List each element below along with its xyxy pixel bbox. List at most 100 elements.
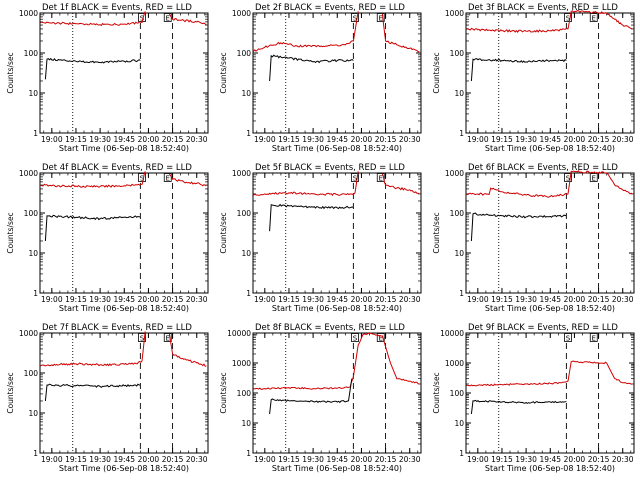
x-tick-label: 20:30	[612, 135, 634, 144]
y-tick-label: 1000	[232, 9, 251, 18]
x-tick-label: 19:30	[89, 295, 111, 304]
segment-box-e	[163, 173, 172, 182]
detector-panel-1: Det 1f BLACK = Events, RED = LLD 1 10 100 10…	[6, 3, 209, 153]
x-axis-label: Start Time (06-Sep-08 18:52:40)	[485, 464, 615, 473]
events-series-line	[470, 399, 567, 415]
detector-panel-7: Det 7f BLACK = Events, RED = LLD 1 10 100 10…	[6, 323, 209, 473]
segment-box-e	[376, 173, 385, 182]
plot-frame	[39, 172, 209, 294]
x-tick-label: 19:00	[467, 135, 489, 144]
y-tick-label: 10	[454, 419, 464, 428]
x-tick-label: 19:15	[491, 455, 513, 464]
x-tick-label: 20:00	[564, 295, 586, 304]
x-axis-label: Start Time (06-Sep-08 18:52:40)	[59, 464, 189, 473]
x-tick-label: 20:15	[162, 455, 184, 464]
y-tick-label: 100	[237, 49, 252, 58]
events-series-line	[269, 203, 354, 232]
events-series-line	[44, 57, 141, 80]
x-tick-label: 20:00	[138, 135, 160, 144]
segment-box-s	[564, 173, 572, 182]
x-tick-label: 20:30	[612, 295, 634, 304]
y-tick-label: 10	[241, 249, 251, 258]
x-tick-label: 19:15	[65, 455, 87, 464]
y-tick-label: 10	[28, 249, 38, 258]
x-axis-label: Start Time (06-Sep-08 18:52:40)	[272, 144, 402, 153]
events-series-line	[44, 214, 141, 242]
y-tick-label: 1	[246, 129, 251, 138]
x-tick-label: 20:00	[351, 135, 373, 144]
x-tick-label: 19:30	[89, 455, 111, 464]
y-tick-label: 10000	[440, 329, 464, 338]
segment-marker-label: E	[592, 335, 596, 343]
x-tick-label: 19:00	[41, 135, 63, 144]
segment-box-e	[589, 13, 598, 22]
y-tick-label: 1	[246, 289, 251, 298]
plot-frame	[39, 332, 209, 454]
panel-title: Det 4f BLACK = Events, RED = LLD	[42, 163, 192, 173]
segment-box-s	[564, 13, 572, 22]
x-axis-label: Start Time (06-Sep-08 18:52:40)	[485, 144, 615, 153]
segment-marker-label: S	[566, 15, 571, 23]
y-tick-label: 1	[33, 289, 38, 298]
detector-panel-5: Det 5f BLACK = Events, RED = LLD 1 10 100 10…	[219, 163, 422, 313]
x-tick-label: 19:45	[326, 455, 348, 464]
y-tick-label: 1	[33, 449, 38, 458]
x-tick-label: 19:00	[254, 135, 276, 144]
segment-marker-label: S	[353, 15, 358, 23]
y-tick-label: 100	[237, 389, 252, 398]
x-tick-label: 19:30	[302, 455, 324, 464]
plot-frame	[39, 12, 209, 134]
events-series-line	[269, 378, 353, 415]
lld-series-line	[466, 360, 633, 387]
panel-title: Det 5f BLACK = Events, RED = LLD	[255, 163, 405, 173]
x-tick-label: 20:30	[186, 135, 208, 144]
y-tick-label: 1000	[19, 9, 38, 18]
y-tick-label: 1	[459, 289, 464, 298]
x-tick-label: 19:30	[302, 295, 324, 304]
x-tick-label: 19:15	[491, 135, 513, 144]
x-tick-label: 19:30	[515, 295, 537, 304]
x-tick-label: 19:00	[254, 295, 276, 304]
y-tick-label: 100	[450, 49, 465, 58]
panel-title: Det 1f BLACK = Events, RED = LLD	[42, 3, 192, 13]
x-tick-label: 20:15	[588, 455, 610, 464]
y-tick-label: 10	[241, 419, 251, 428]
segment-marker-label: E	[166, 335, 170, 343]
y-axis-label: Counts/sec	[432, 212, 441, 253]
x-tick-label: 20:30	[612, 455, 634, 464]
lld-series-line	[466, 10, 633, 33]
x-tick-label: 20:30	[399, 135, 421, 144]
segment-box-e	[163, 333, 172, 342]
segment-marker-label: S	[140, 175, 145, 183]
y-tick-label: 10	[28, 409, 38, 418]
panel-title: Det 2f BLACK = Events, RED = LLD	[255, 3, 405, 13]
detector-panel-4: Det 4f BLACK = Events, RED = LLD 1 10 100 10…	[6, 163, 209, 313]
x-tick-label: 19:45	[113, 295, 135, 304]
segment-marker-label: S	[140, 15, 145, 23]
x-tick-label: 19:45	[113, 135, 135, 144]
y-tick-label: 1	[33, 129, 38, 138]
x-tick-label: 19:45	[113, 455, 135, 464]
segment-box-s	[138, 333, 146, 342]
segment-box-e	[376, 13, 385, 22]
y-tick-label: 10	[28, 89, 38, 98]
x-axis-label: Start Time (06-Sep-08 18:52:40)	[272, 304, 402, 313]
x-tick-label: 19:30	[515, 455, 537, 464]
y-tick-label: 1000	[232, 359, 251, 368]
lld-series-line	[253, 171, 420, 197]
y-tick-label: 100	[24, 209, 39, 218]
x-tick-label: 20:15	[588, 295, 610, 304]
y-tick-label: 1000	[232, 169, 251, 178]
segment-box-s	[351, 13, 359, 22]
panel-title: Det 6f BLACK = Events, RED = LLD	[468, 163, 618, 173]
x-axis-label: Start Time (06-Sep-08 18:52:40)	[272, 464, 402, 473]
x-tick-label: 19:15	[65, 295, 87, 304]
lld-series-line	[466, 170, 633, 198]
y-axis-label: Counts/sec	[6, 52, 15, 93]
panel-title: Det 8f BLACK = Events, RED = LLD	[255, 323, 405, 333]
x-tick-label: 19:15	[278, 295, 300, 304]
plot-frame	[465, 172, 635, 294]
x-tick-label: 19:30	[302, 135, 324, 144]
y-axis-label: Counts/sec	[219, 212, 228, 253]
